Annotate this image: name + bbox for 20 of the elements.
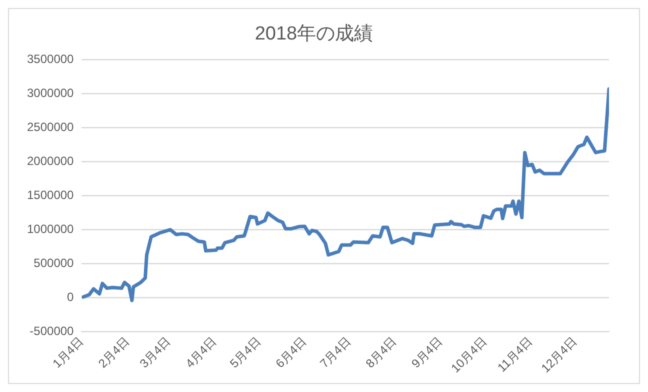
y-tick-label: 500000 [34,256,74,270]
x-tick-label: 7月4日 [317,334,354,371]
x-tick-label: 2月4日 [96,334,132,371]
x-tick-label: 11月4日 [494,334,536,375]
x-tick-label: 9月4日 [408,334,446,371]
x-tick-label: 5月4日 [227,334,264,371]
y-tick-label: 3500000 [27,52,74,66]
x-tick-label: 10月4日 [448,334,490,376]
x-tick-label: 8月4日 [362,334,400,371]
x-tick-label: 4月4日 [182,334,220,371]
y-tick-label: 1000000 [27,222,74,236]
chart-title: 2018年の成績 [254,24,374,45]
y-tick-label: 2500000 [27,120,74,134]
y-tick-label: 3000000 [27,86,74,100]
y-tick-label: 0 [67,290,74,304]
x-tick-label: 3月4日 [137,334,174,371]
y-tick-label: 1500000 [27,188,74,202]
x-tick-label: 6月4日 [272,334,310,371]
y-tick-label: 2000000 [27,154,74,168]
x-tick-label: 12月4日 [538,334,580,376]
